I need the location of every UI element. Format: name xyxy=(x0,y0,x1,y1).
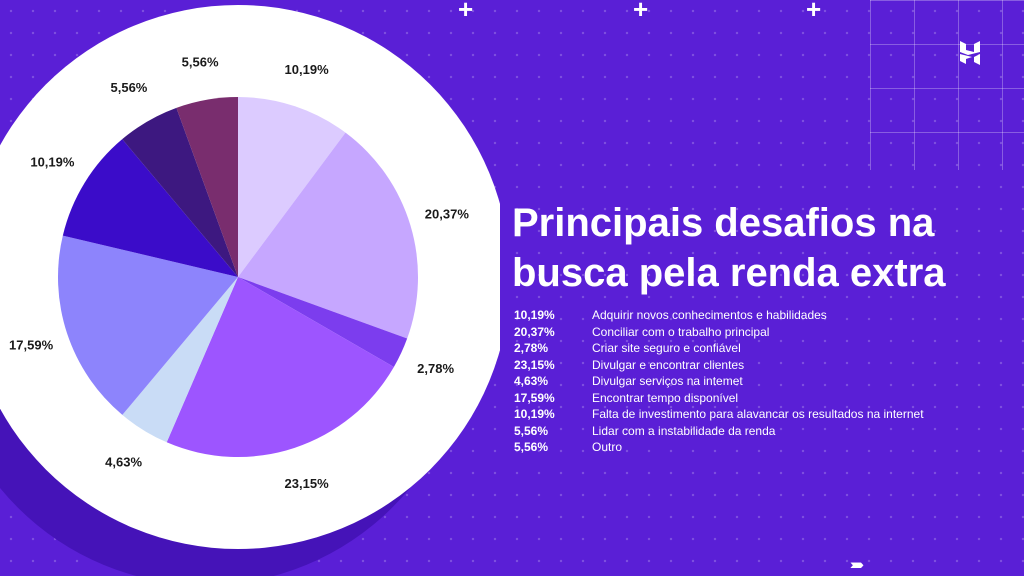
legend-label: Lidar com a instabilidade da renda xyxy=(592,423,776,438)
legend-label: Falta de investimento para alavancar os … xyxy=(592,407,924,422)
pie-slice xyxy=(238,97,346,277)
pie-slice xyxy=(176,97,238,277)
legend-label: Criar site seguro e confiável xyxy=(592,341,741,356)
legend-label: Encontrar tempo disponível xyxy=(592,390,739,405)
legend-value: 20,37% xyxy=(514,324,555,339)
slice-data-label: 10,19% xyxy=(30,155,75,170)
legend-label: Outro xyxy=(592,440,623,455)
slice-data-label: 20,37% xyxy=(425,206,470,221)
slice-data-label: 4,63% xyxy=(105,455,142,470)
legend-row: 2,78% Criar site seguro e confiável xyxy=(514,340,924,357)
pie-slice xyxy=(238,277,408,367)
legend-label: Adquirir novos conhecimentos e habilidad… xyxy=(592,308,827,323)
legend-row: 4,63% Divulgar serviços na intemet xyxy=(514,373,924,390)
chevrons-decoration-icon: ››››››››››››››› xyxy=(850,556,864,572)
grid-decoration xyxy=(870,0,1024,170)
legend-label: Conciliar com o trabalho principal xyxy=(592,324,770,339)
hostinger-h-logo-icon xyxy=(960,41,980,65)
legend-row: 10,19% Falta de investimento para alavanc… xyxy=(514,406,924,423)
legend-value: 17,59% xyxy=(514,390,555,405)
legend-value: 4,63% xyxy=(514,374,549,389)
legend-value: 23,15% xyxy=(514,357,555,372)
legend-row: 23,15% Divulgar e encontrar clientes xyxy=(514,357,924,374)
legend-label: Divulgar e encontrar clientes xyxy=(592,357,745,372)
slice-data-label: 5,56% xyxy=(182,54,219,69)
legend-label: Divulgar serviços na intemet xyxy=(592,374,743,389)
slice-data-label: 2,78% xyxy=(417,361,454,376)
pie-chart: 10,19% 20,37% 2,78% 23,15% 4,63% 17,59% 10,19%… xyxy=(0,5,500,576)
legend-row: 20,37% Conciliar com o trabalho principal xyxy=(514,324,924,341)
legend: 10,19% Adquirir novos conhecimentos e hab… xyxy=(514,307,924,456)
legend-value: 10,19% xyxy=(514,407,555,422)
pie-slice xyxy=(58,235,238,415)
legend-row: 5,56% Lidar com a instabilidade da renda xyxy=(514,423,924,440)
plus-icon: + xyxy=(633,0,649,24)
legend-value: 5,56% xyxy=(514,440,549,455)
legend-value: 10,19% xyxy=(514,308,555,323)
plus-icon: + xyxy=(458,0,474,24)
pie-slice xyxy=(122,277,238,443)
legend-value: 5,56% xyxy=(514,423,549,438)
chart-title: Principais desafios na busca pela renda … xyxy=(512,201,946,295)
pie-slice xyxy=(238,132,418,339)
legend-row: 5,56% Outro xyxy=(514,439,924,456)
plus-icon: + xyxy=(806,0,822,24)
legend-row: 17,59% Encontrar tempo disponível xyxy=(514,390,924,407)
legend-value: 2,78% xyxy=(514,341,549,356)
pie-slice xyxy=(122,107,238,277)
slice-data-label: 10,19% xyxy=(285,62,330,77)
pie-slice xyxy=(62,139,238,277)
slice-data-label: 17,59% xyxy=(9,338,54,353)
pie-slice xyxy=(166,277,394,458)
legend-row: 10,19% Adquirir novos conhecimentos e hab… xyxy=(514,307,924,324)
slice-data-label: 23,15% xyxy=(285,476,330,491)
slice-data-label: 5,56% xyxy=(111,80,148,95)
